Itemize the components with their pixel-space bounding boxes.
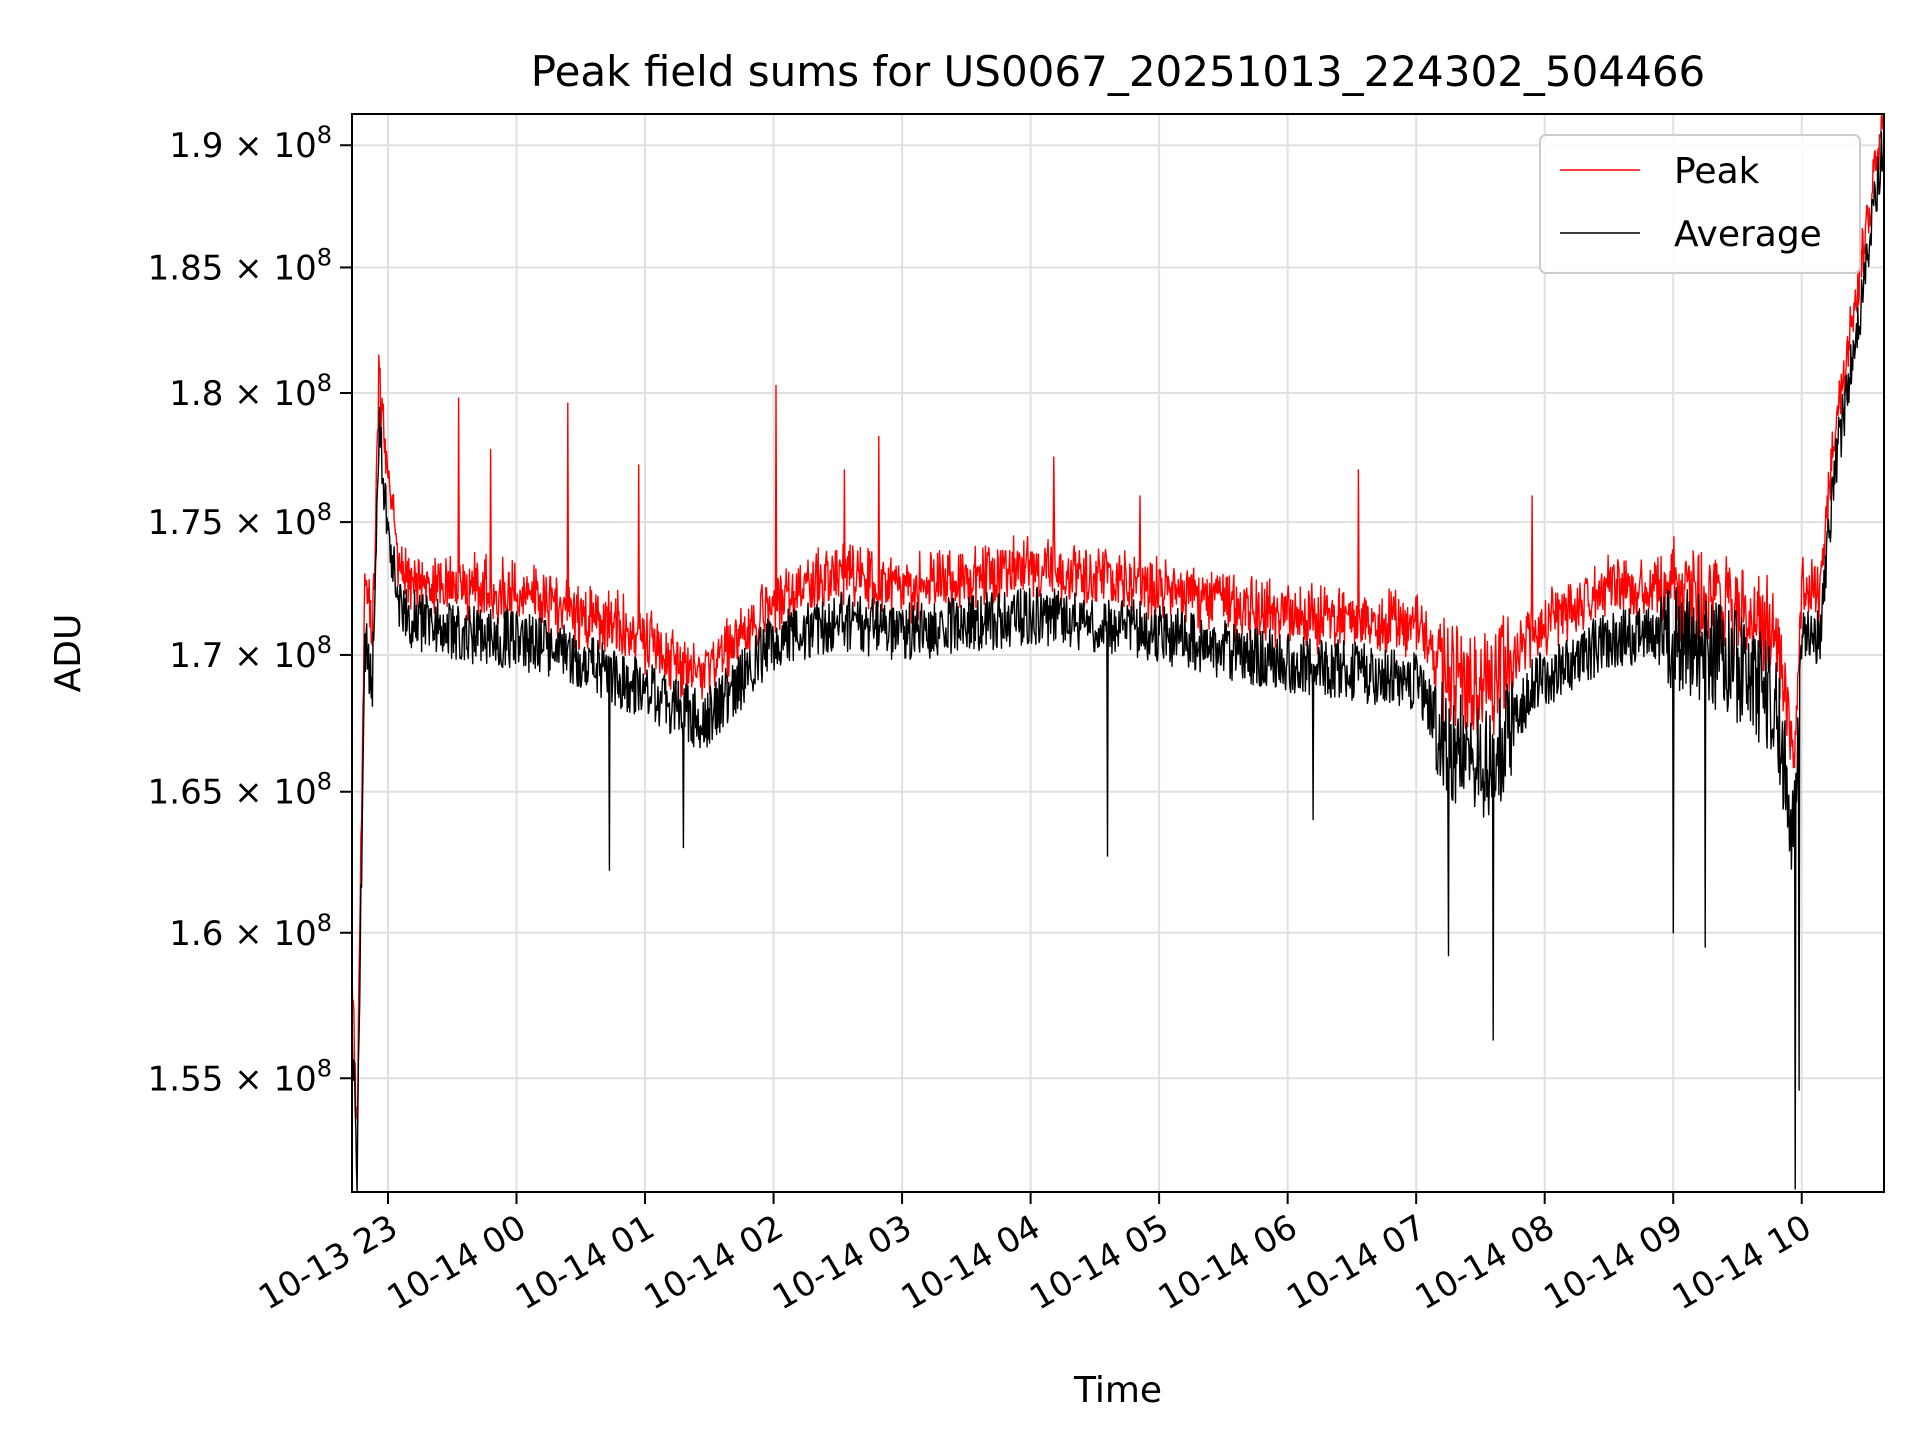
y-tick-label: 1.9 × 108: [169, 121, 332, 166]
chart-title: Peak field sums for US0067_20251013_2243…: [531, 47, 1706, 96]
series-average-line: [351, 131, 1885, 1193]
y-tick-label: 1.8 × 108: [169, 369, 332, 414]
y-tick-label: 1.65 × 108: [148, 768, 332, 813]
plot-frame: [351, 113, 1885, 1193]
legend: Peak Average: [1539, 134, 1861, 274]
y-tick-label: 1.6 × 108: [169, 909, 332, 954]
legend-average-label: Average: [1674, 214, 1822, 255]
series-group: [351, 113, 1885, 1193]
y-axis: 1.55 × 108 1.6 × 108 1.65 × 108 1.7 × 108 1.…: [148, 121, 352, 1099]
y-tick-label: 1.55 × 108: [148, 1054, 332, 1099]
series-peak-line: [351, 113, 1885, 1123]
y-tick-label: 1.75 × 108: [148, 498, 332, 543]
legend-peak-label: Peak: [1674, 151, 1760, 192]
y-tick-label: 1.85 × 108: [148, 243, 332, 288]
y-axis-label: ADU: [48, 614, 89, 693]
y-tick-label: 1.7 × 108: [169, 631, 332, 676]
x-axis-label: Time: [1073, 1370, 1162, 1411]
